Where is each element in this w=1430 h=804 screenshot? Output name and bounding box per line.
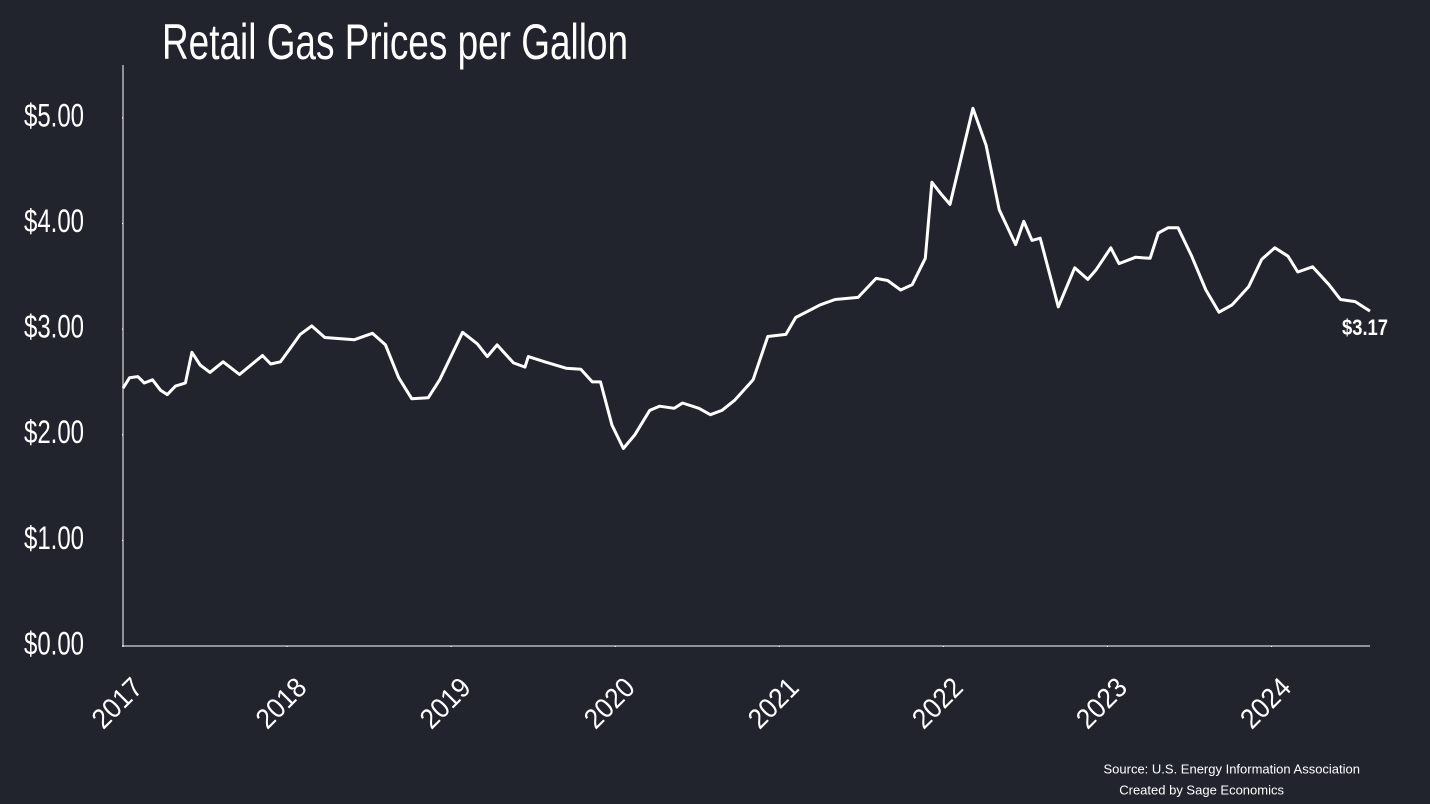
y-tick-label: $1.00: [24, 520, 84, 556]
y-tick-label: $4.00: [24, 203, 84, 239]
y-tick-label: $5.00: [24, 97, 84, 133]
y-tick-label: $2.00: [24, 414, 84, 450]
x-tick-label: 2018: [250, 672, 313, 735]
x-tick-label: 2021: [742, 672, 805, 735]
x-tick-label: 2023: [1070, 672, 1133, 735]
x-tick-label: 2017: [86, 672, 149, 735]
chart-title: Retail Gas Prices per Gallon: [162, 14, 628, 70]
y-tick-label: $3.00: [24, 309, 84, 345]
x-tick-label: 2020: [578, 672, 641, 735]
end-value-label: $3.17: [1342, 315, 1388, 340]
x-tick-label: 2022: [906, 672, 969, 735]
x-tick-label: 2019: [414, 672, 477, 735]
y-tick-label: $0.00: [24, 625, 84, 661]
source-note: Source: U.S. Energy Information Associat…: [1103, 761, 1360, 776]
x-tick-label: 2024: [1234, 672, 1297, 735]
credit-note: Created by Sage Economics: [1119, 782, 1284, 797]
price-line: [121, 106, 1371, 450]
